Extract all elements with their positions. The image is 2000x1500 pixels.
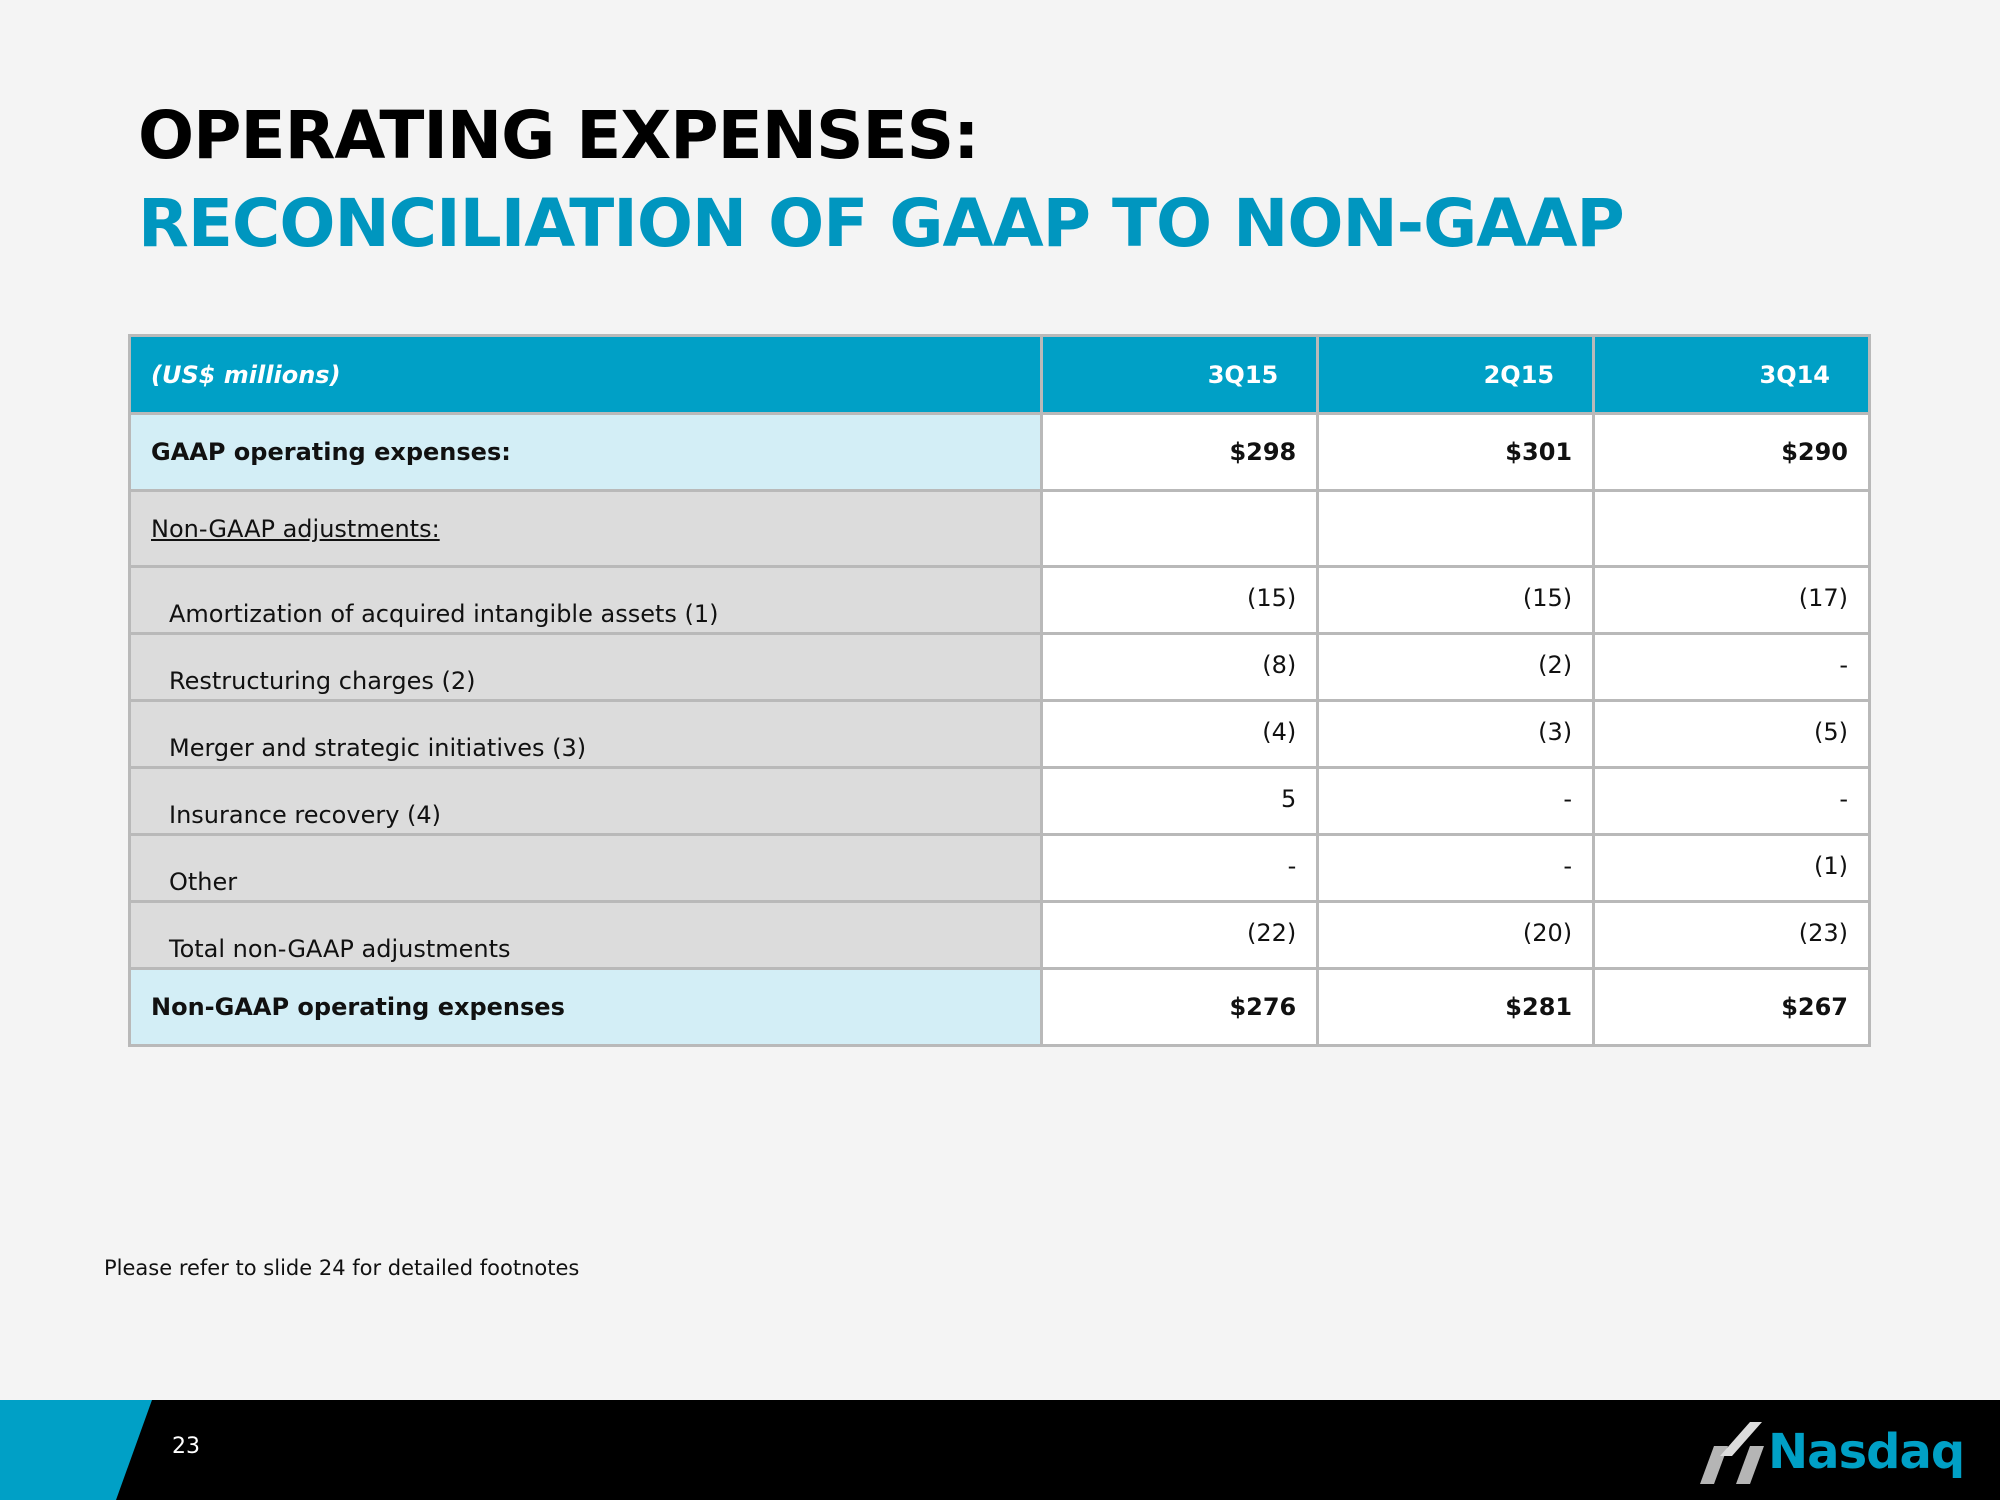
- table-row: Restructuring charges (2) (8) (2) -: [127, 632, 1871, 702]
- empty-cell: [1592, 489, 1871, 568]
- value-cell: (5): [1592, 699, 1871, 769]
- value-cell: 5: [1040, 766, 1320, 836]
- value-cell: (20): [1316, 900, 1596, 970]
- row-label: Amortization of acquired intangible asse…: [127, 565, 1044, 635]
- value-cell: $281: [1316, 967, 1596, 1047]
- empty-cell: [1316, 489, 1596, 568]
- slide-title: OPERATING EXPENSES: RECONCILIATION OF GA…: [138, 92, 1625, 268]
- value-cell: $290: [1592, 412, 1871, 492]
- table-row: Other - - (1): [127, 833, 1871, 903]
- footer-accent-shape: [0, 1400, 152, 1500]
- table-row: Amortization of acquired intangible asse…: [127, 565, 1871, 635]
- row-label: Merger and strategic initiatives (3): [127, 699, 1044, 769]
- row-label: Other: [127, 833, 1044, 903]
- value-cell: $276: [1040, 967, 1320, 1047]
- value-cell: -: [1592, 632, 1871, 702]
- row-label: Non-GAAP operating expenses: [127, 967, 1044, 1047]
- logo-text: Nasdaq: [1768, 1424, 1965, 1480]
- value-cell: -: [1592, 766, 1871, 836]
- row-label: Total non-GAAP adjustments: [127, 900, 1044, 970]
- column-header-2q15: 2Q15: [1316, 334, 1596, 415]
- value-cell: $301: [1316, 412, 1596, 492]
- value-cell: (2): [1316, 632, 1596, 702]
- value-cell: (22): [1040, 900, 1320, 970]
- value-cell: (1): [1592, 833, 1871, 903]
- value-cell: $267: [1592, 967, 1871, 1047]
- value-cell: -: [1316, 833, 1596, 903]
- row-label: GAAP operating expenses:: [127, 412, 1044, 492]
- value-cell: (8): [1040, 632, 1320, 702]
- empty-cell: [1040, 489, 1320, 568]
- row-label: Non-GAAP adjustments:: [127, 489, 1044, 568]
- footer-bar: [0, 1400, 2000, 1500]
- value-cell: -: [1040, 833, 1320, 903]
- table-row: Insurance recovery (4) 5 - -: [127, 766, 1871, 836]
- adjustments-header-row: Non-GAAP adjustments:: [127, 489, 1871, 568]
- value-cell: (17): [1592, 565, 1871, 635]
- title-line-2: RECONCILIATION OF GAAP TO NON-GAAP: [138, 185, 1625, 262]
- nasdaq-logo-icon: [1700, 1422, 1764, 1484]
- value-cell: -: [1316, 766, 1596, 836]
- row-label: Insurance recovery (4): [127, 766, 1044, 836]
- nongaap-row: Non-GAAP operating expenses $276 $281 $2…: [127, 967, 1871, 1047]
- table-header-row: (US$ millions) 3Q15 2Q15 3Q14: [127, 334, 1871, 415]
- value-cell: (4): [1040, 699, 1320, 769]
- value-cell: $298: [1040, 412, 1320, 492]
- footnote: Please refer to slide 24 for detailed fo…: [104, 1256, 580, 1280]
- column-header-3q14: 3Q14: [1592, 334, 1871, 415]
- reconciliation-table: (US$ millions) 3Q15 2Q15 3Q14 GAAP opera…: [127, 334, 1871, 1047]
- units-label: (US$ millions): [127, 334, 1044, 415]
- gaap-row: GAAP operating expenses: $298 $301 $290: [127, 412, 1871, 492]
- page-number: 23: [172, 1434, 200, 1459]
- table-row: Merger and strategic initiatives (3) (4)…: [127, 699, 1871, 769]
- column-header-3q15: 3Q15: [1040, 334, 1320, 415]
- table-row: Total non-GAAP adjustments (22) (20) (23…: [127, 900, 1871, 970]
- value-cell: (23): [1592, 900, 1871, 970]
- row-label: Restructuring charges (2): [127, 632, 1044, 702]
- value-cell: (15): [1040, 565, 1320, 635]
- title-line-1: OPERATING EXPENSES:: [138, 97, 980, 174]
- value-cell: (15): [1316, 565, 1596, 635]
- value-cell: (3): [1316, 699, 1596, 769]
